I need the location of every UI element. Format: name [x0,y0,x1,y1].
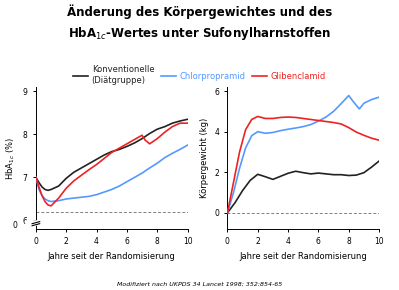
X-axis label: Jahre seit der Randomisierung: Jahre seit der Randomisierung [239,252,367,261]
Text: 0: 0 [13,221,18,230]
Text: Modifiziert nach UKPDS 34 Lancet 1998; 352:854-65: Modifiziert nach UKPDS 34 Lancet 1998; 3… [117,282,282,287]
Text: Änderung des Körpergewichtes und des: Änderung des Körpergewichtes und des [67,4,332,19]
Text: HbA$_{1c}$-Wertes unter Sufonylharnstoffen: HbA$_{1c}$-Wertes unter Sufonylharnstoff… [68,25,331,42]
Y-axis label: Körpergewicht (kg): Körpergewicht (kg) [200,118,209,198]
Y-axis label: HbA$_{1c}$ (%): HbA$_{1c}$ (%) [5,137,17,180]
X-axis label: Jahre seit der Randomisierung: Jahre seit der Randomisierung [48,252,176,261]
Legend: Konventionelle
(Diätgruppe), Chlorpropramid, Glibenclamid: Konventionelle (Diätgruppe), Chlorpropra… [70,62,329,88]
